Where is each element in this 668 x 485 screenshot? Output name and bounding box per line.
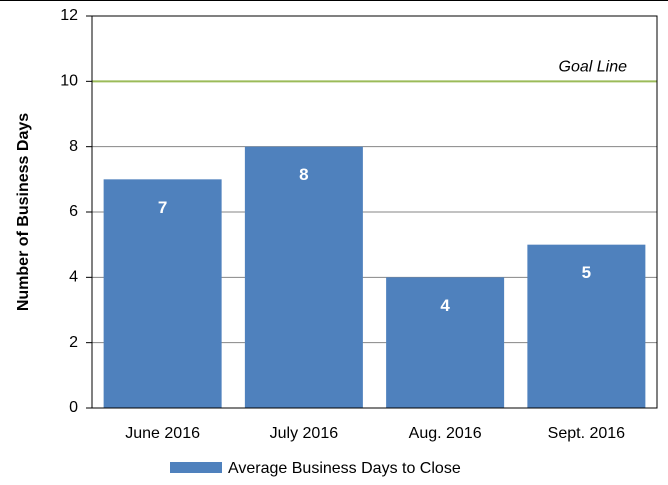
y-axis-label: Number of Business Days — [15, 113, 32, 311]
bar — [527, 244, 646, 408]
plot-border — [91, 15, 658, 409]
bar — [386, 277, 505, 408]
bar — [244, 146, 363, 408]
legend-swatch — [170, 462, 222, 473]
data-label: 7 — [158, 198, 167, 217]
y-tick-label: 2 — [69, 334, 78, 351]
y-tick-label: 10 — [60, 73, 78, 90]
x-tick-label: Sept. 2016 — [548, 425, 626, 442]
y-tick-label: 0 — [69, 399, 78, 416]
data-label: 4 — [440, 296, 450, 315]
data-label: 5 — [582, 263, 591, 282]
y-tick-label: 12 — [60, 7, 78, 24]
y-tick-label: 8 — [69, 138, 78, 155]
x-tick-label: June 2016 — [125, 425, 200, 442]
y-tick-label: 6 — [69, 203, 78, 220]
goal-line-label: Goal Line — [559, 59, 628, 76]
y-tick-label: 4 — [69, 269, 78, 286]
legend-label: Average Business Days to Close — [228, 460, 461, 477]
x-tick-label: July 2016 — [270, 425, 339, 442]
data-label: 8 — [299, 165, 308, 184]
x-tick-label: Aug. 2016 — [409, 425, 482, 442]
bar — [103, 179, 222, 408]
